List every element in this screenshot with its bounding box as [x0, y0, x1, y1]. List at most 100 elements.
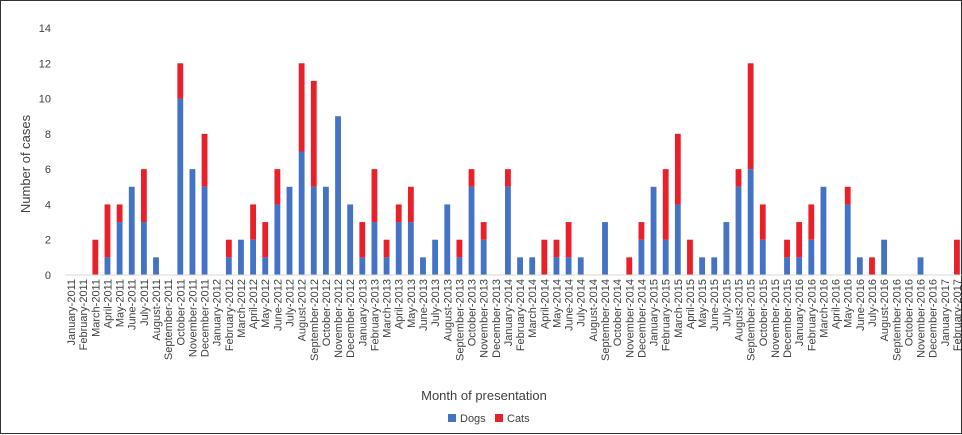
bar-cats — [407, 186, 414, 223]
bar-dogs — [650, 186, 657, 275]
bar-dogs — [759, 239, 766, 275]
bar-dogs — [529, 257, 536, 275]
bar-dogs — [420, 257, 426, 275]
x-tick-label: November-2016 — [916, 279, 928, 358]
x-tick-label: June-2013 — [418, 279, 430, 331]
legend-label-dogs: Dogs — [460, 413, 486, 425]
bar-cats — [662, 169, 669, 240]
bar-cats — [140, 169, 147, 223]
x-tick-label: December-2013 — [491, 279, 503, 358]
bar-dogs — [602, 222, 608, 275]
x-tick-label: June-2012 — [272, 279, 284, 331]
y-tick-label: 6 — [45, 164, 51, 176]
bar-cats — [201, 133, 208, 187]
bar-cats — [844, 186, 851, 205]
legend-swatch-cats — [495, 414, 503, 422]
bar-dogs — [238, 239, 244, 275]
bar-dogs — [480, 239, 487, 275]
bar-cats — [177, 63, 184, 99]
bar-dogs — [565, 257, 572, 275]
bar-cats — [505, 169, 511, 187]
x-tick-label: October-2015 — [758, 279, 770, 346]
x-tick-label: August-2013 — [442, 279, 454, 341]
bar-dogs — [262, 257, 269, 275]
x-tick-label: February-2013 — [369, 279, 381, 351]
x-tick-label: May-2016 — [843, 279, 855, 328]
y-tick-label: 4 — [45, 199, 51, 211]
bar-dogs — [177, 98, 184, 275]
bar-dogs — [468, 186, 475, 275]
y-tick-label: 0 — [45, 270, 51, 282]
bar-cats — [759, 204, 766, 240]
bar-dogs — [638, 239, 645, 275]
bar-dogs — [335, 116, 341, 275]
bar-dogs — [820, 186, 827, 275]
x-tick-label: February-2016 — [806, 279, 818, 351]
x-tick-label: July-2012 — [285, 279, 297, 327]
bar-cats — [298, 63, 305, 152]
x-tick-label: November-2013 — [479, 279, 491, 358]
x-tick-label: June-2016 — [855, 279, 867, 331]
x-tick-label: June-2015 — [709, 279, 721, 331]
x-tick-label: December-2014 — [636, 279, 648, 358]
bar-dogs — [699, 257, 706, 275]
bar-dogs — [286, 186, 293, 275]
bar-dogs — [395, 222, 402, 275]
x-tick-label: September-2015 — [746, 279, 758, 361]
x-tick-label: July-2015 — [721, 279, 733, 327]
bar-dogs — [116, 222, 123, 275]
bar-dogs — [881, 239, 888, 275]
bar-dogs — [735, 186, 742, 275]
bar-cats — [225, 239, 232, 258]
legend-label-cats: Cats — [507, 413, 530, 425]
bar-cats — [116, 204, 123, 223]
bar-cats — [869, 257, 875, 275]
x-tick-label: January-2016 — [794, 279, 806, 346]
x-tick-label: August-2015 — [734, 279, 746, 341]
x-tick-label: December-2016 — [928, 279, 940, 358]
x-tick-label: January-2014 — [503, 279, 515, 346]
bar-cats — [796, 222, 803, 258]
x-tick-label: May-2015 — [697, 279, 709, 328]
bar-cats — [553, 239, 560, 258]
x-tick-label: February-2011 — [78, 279, 90, 350]
legend-swatch-dogs — [448, 414, 456, 422]
bar-dogs — [808, 239, 815, 275]
x-tick-label: October-2014 — [612, 279, 624, 346]
bar-cats — [468, 169, 475, 187]
x-tick-label: April-2016 — [831, 279, 843, 329]
bar-dogs — [153, 257, 159, 275]
x-tick-label: August-2012 — [297, 279, 309, 341]
bar-cats — [735, 169, 742, 187]
bar-cats — [747, 63, 754, 170]
x-axis-title: Month of presentation — [421, 388, 547, 403]
bar-cats — [954, 239, 960, 275]
bar-dogs — [517, 257, 523, 275]
x-tick-label: December-2011 — [200, 279, 212, 357]
bar-dogs — [407, 222, 414, 275]
x-tick-label: November-2014 — [624, 279, 636, 358]
bar-cats — [310, 80, 317, 187]
x-tick-label: April-2012 — [248, 279, 260, 329]
x-tick-label: March-2014 — [527, 279, 539, 338]
x-tick-label: January-2017 — [940, 279, 952, 346]
x-tick-label: May-2013 — [406, 279, 418, 328]
x-tick-label: August-2014 — [588, 279, 600, 341]
bar-dogs — [796, 257, 803, 275]
bar-dogs — [662, 239, 669, 275]
x-tick-label: February-2014 — [515, 279, 527, 351]
bar-dogs — [553, 257, 560, 275]
bar-dogs — [310, 186, 317, 275]
x-tick-label: September-2011 — [163, 279, 175, 360]
x-tick-label: July-2011 — [139, 279, 151, 326]
y-tick-label: 2 — [45, 235, 51, 247]
x-tick-label: March-2016 — [818, 279, 830, 338]
x-tick-label: April-2014 — [539, 279, 551, 329]
bar-dogs — [322, 186, 329, 275]
x-tick-label: May-2012 — [260, 279, 272, 328]
bar-dogs — [784, 257, 790, 275]
bar-cats — [104, 204, 111, 258]
x-tick-label: March-2012 — [236, 279, 248, 338]
x-tick-label: November-2012 — [333, 279, 345, 358]
bar-cats — [395, 204, 402, 223]
